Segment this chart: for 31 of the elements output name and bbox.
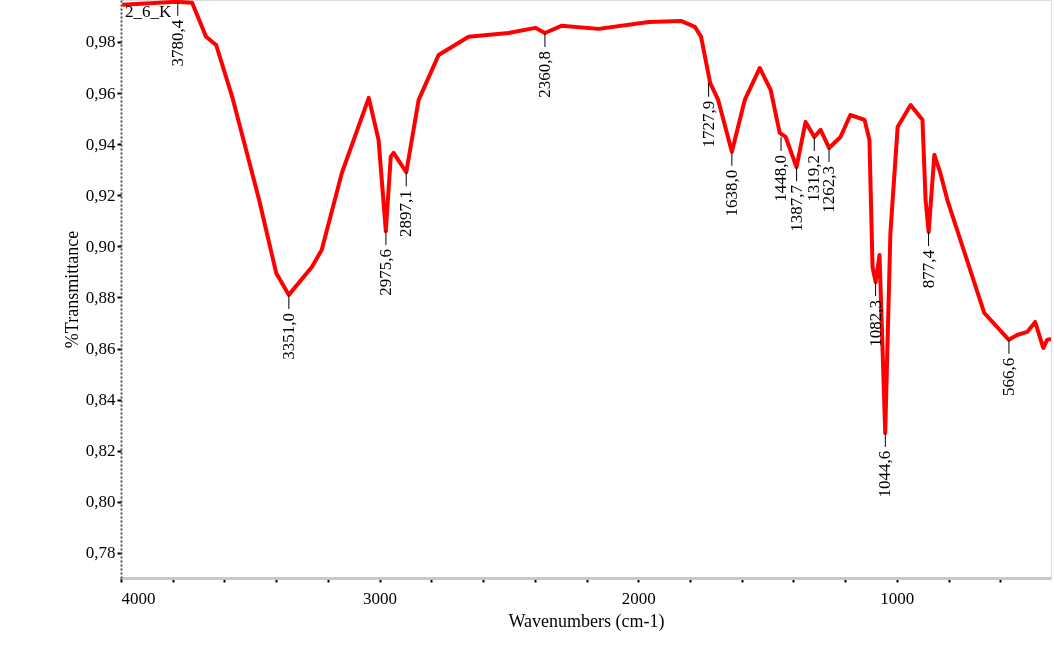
annotation: 2360,8	[534, 50, 554, 98]
y-tick-label: 0,80	[85, 492, 116, 512]
annotation: 3780,4	[167, 19, 187, 67]
y-tick-label: 0,82	[85, 441, 116, 461]
y-tick-label: 0,88	[85, 287, 116, 307]
y-tick-label: 0,84	[85, 390, 116, 410]
y-tick-label: 0,78	[85, 543, 116, 563]
annotation: 3351,0	[278, 312, 298, 360]
annotation: 1638,0	[721, 169, 741, 217]
y-tick-label: 0,94	[85, 134, 116, 154]
y-tick-label: 0,98	[85, 32, 116, 52]
y-tick-label: 0,92	[85, 185, 116, 205]
x-axis-title: Wavenumbers (cm-1)	[508, 610, 665, 632]
annotation: 2975,6	[375, 249, 395, 296]
x-tick-label: 2000	[621, 588, 656, 608]
y-axis-title: %Transmittance	[61, 230, 82, 349]
y-tick-label: 0,86	[85, 339, 116, 359]
annotation: 1319,2	[804, 154, 824, 202]
annotation: 566,6	[998, 357, 1018, 397]
x-tick-label: 1000	[880, 588, 915, 608]
annotation: 2897,1	[396, 190, 416, 237]
annotation: 1082,3	[865, 300, 885, 347]
y-tick-label: 0,96	[85, 83, 116, 103]
x-tick-label: 4000	[121, 588, 156, 608]
annotation: 2_6_K	[125, 2, 172, 21]
annotation: 1727,9	[698, 100, 718, 148]
annotation: 877,4	[918, 249, 938, 289]
annotation: 1044,6	[875, 450, 895, 498]
line-series	[121, 0, 1051, 435]
x-tick-label: 3000	[363, 588, 398, 608]
y-tick-label: 0,90	[85, 236, 116, 256]
